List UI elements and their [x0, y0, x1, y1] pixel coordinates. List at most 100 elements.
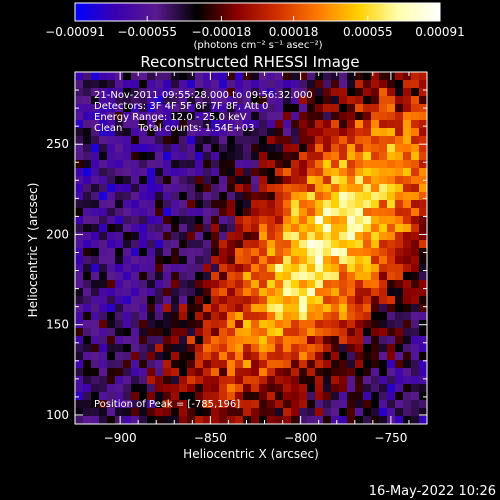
heatmap-cell — [163, 224, 172, 233]
heatmap-cell — [195, 224, 204, 233]
heatmap-cell — [363, 96, 372, 105]
heatmap-cell — [211, 376, 220, 385]
heatmap-cell — [107, 296, 116, 305]
heatmap-cell — [323, 176, 332, 185]
heatmap-cell — [275, 136, 284, 145]
heatmap-cell — [75, 280, 84, 289]
heatmap-cell — [235, 288, 244, 297]
heatmap-cell — [307, 136, 316, 145]
heatmap-cell — [75, 368, 84, 377]
heatmap-cell — [179, 384, 188, 393]
heatmap-cell — [187, 96, 196, 105]
heatmap-cell — [371, 376, 380, 385]
heatmap-cell — [99, 392, 108, 401]
heatmap-cell — [339, 248, 348, 257]
heatmap-cell — [179, 168, 188, 177]
heatmap-cell — [299, 416, 308, 425]
heatmap-cell — [355, 152, 364, 161]
heatmap-cell — [99, 72, 108, 81]
heatmap-cell — [291, 72, 300, 81]
heatmap-cell — [403, 152, 412, 161]
heatmap-cell — [163, 392, 172, 401]
heatmap-cell — [99, 160, 108, 169]
heatmap-cell — [123, 152, 132, 161]
heatmap-cell — [211, 232, 220, 241]
heatmap-cell — [355, 352, 364, 361]
heatmap-cell — [163, 304, 172, 313]
heatmap-cell — [219, 376, 228, 385]
heatmap-cell — [323, 168, 332, 177]
heatmap-cell — [275, 152, 284, 161]
heatmap-cell — [107, 96, 116, 105]
heatmap-cell — [379, 152, 388, 161]
heatmap-cell — [259, 248, 268, 257]
heatmap-cell — [315, 360, 324, 369]
heatmap-cell — [331, 104, 340, 113]
heatmap-cell — [339, 224, 348, 233]
heatmap-cell — [299, 360, 308, 369]
heatmap-cell — [155, 248, 164, 257]
heatmap-cell — [355, 272, 364, 281]
heatmap-cell — [147, 112, 156, 121]
heatmap-cell — [227, 224, 236, 233]
heatmap-cell — [107, 192, 116, 201]
heatmap-cell — [75, 80, 84, 89]
heatmap-cell — [315, 248, 324, 257]
heatmap-cell — [371, 96, 380, 105]
heatmap-cell — [91, 256, 100, 265]
heatmap-cell — [91, 344, 100, 353]
heatmap-cell — [139, 160, 148, 169]
heatmap-cell — [195, 336, 204, 345]
heatmap-cell — [123, 96, 132, 105]
heatmap-cell — [347, 184, 356, 193]
heatmap-cell — [139, 344, 148, 353]
heatmap-cell — [171, 208, 180, 217]
x-tick-label: −850 — [194, 431, 227, 445]
heatmap-cell — [115, 376, 124, 385]
heatmap-cell — [395, 104, 404, 113]
heatmap-cell — [347, 200, 356, 209]
heatmap-cell — [163, 184, 172, 193]
heatmap-cell — [115, 128, 124, 137]
heatmap-cell — [83, 240, 92, 249]
heatmap-cell — [99, 312, 108, 321]
heatmap-cell — [243, 184, 252, 193]
heatmap-cell — [291, 384, 300, 393]
heatmap-cell — [235, 176, 244, 185]
heatmap-cell — [163, 232, 172, 241]
heatmap-cell — [139, 280, 148, 289]
heatmap-cell — [307, 176, 316, 185]
heatmap-cell — [259, 368, 268, 377]
heatmap-cell — [355, 248, 364, 257]
heatmap-cell — [219, 152, 228, 161]
heatmap-cell — [411, 264, 420, 273]
heatmap-cell — [139, 328, 148, 337]
heatmap-cell — [243, 352, 252, 361]
heatmap-cell — [315, 392, 324, 401]
heatmap-cell — [219, 224, 228, 233]
heatmap-cell — [275, 208, 284, 217]
heatmap-cell — [379, 256, 388, 265]
heatmap-cell — [235, 400, 244, 409]
heatmap-cell — [235, 120, 244, 129]
heatmap-cell — [283, 416, 292, 425]
heatmap-cell — [283, 184, 292, 193]
heatmap-cell — [331, 304, 340, 313]
heatmap-cell — [195, 168, 204, 177]
heatmap-cell — [267, 336, 276, 345]
heatmap-cell — [187, 272, 196, 281]
heatmap-cell — [315, 136, 324, 145]
heatmap-cell — [379, 304, 388, 313]
heatmap-cell — [107, 248, 116, 257]
heatmap-cell — [123, 272, 132, 281]
chart-title: Reconstructed RHESSI Image — [140, 53, 359, 71]
heatmap-cell — [99, 296, 108, 305]
heatmap-cell — [243, 288, 252, 297]
heatmap-cell — [147, 216, 156, 225]
heatmap-cell — [315, 368, 324, 377]
heatmap-cell — [411, 104, 420, 113]
heatmap-cell — [219, 312, 228, 321]
heatmap-cell — [163, 416, 172, 425]
heatmap-cell — [195, 408, 204, 417]
